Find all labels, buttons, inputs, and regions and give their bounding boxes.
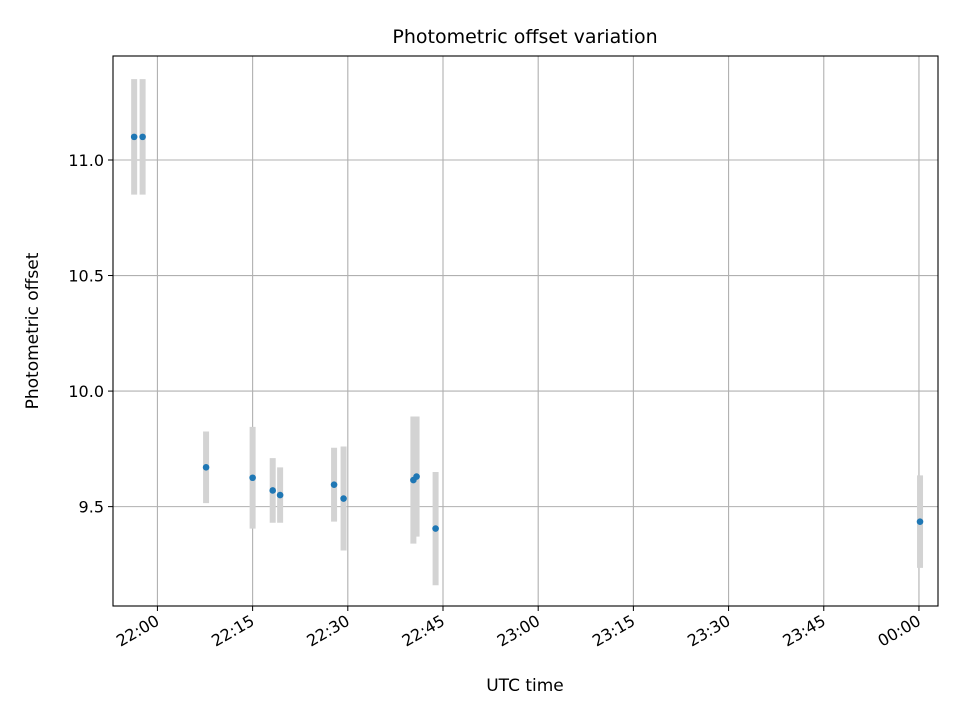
data-point [130,133,138,141]
data-point [249,474,256,482]
data-point [139,133,146,141]
x-axis-label: UTC time [486,676,564,696]
data-point [432,525,439,532]
data-points [130,133,924,532]
y-tick-label: 10.0 [68,382,104,401]
grid [113,56,938,606]
data-point [202,464,210,471]
data-point [413,473,420,480]
data-point [330,481,338,488]
y-tick-label: 9.5 [79,498,104,517]
data-point [340,495,347,502]
y-axis-label: Photometric offset [23,252,43,409]
chart-title: Photometric offset variation [392,26,657,48]
y-tick-label: 10.5 [68,267,104,286]
data-point [276,491,284,499]
data-point [916,518,924,525]
plot-frame [112,55,939,607]
data-point [269,487,277,494]
y-tick-label: 11.0 [68,151,104,170]
